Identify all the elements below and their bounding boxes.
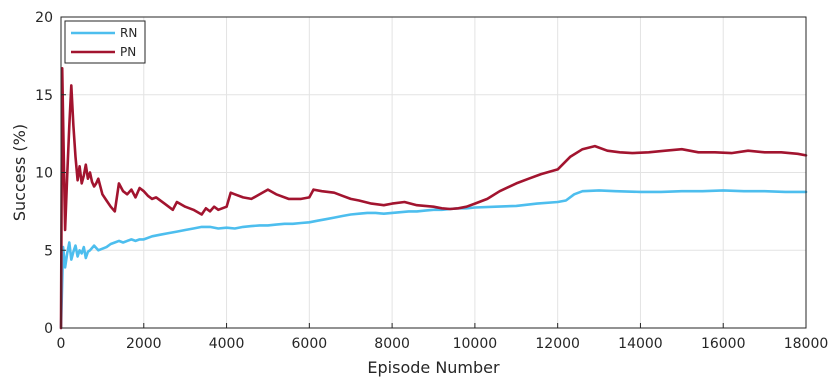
x-tick-label: 10000: [453, 336, 498, 352]
x-tick-label: 14000: [618, 336, 663, 352]
y-axis-label: Success (%): [10, 124, 29, 221]
x-axis-label: Episode Number: [367, 358, 500, 377]
x-tick-label: 8000: [374, 336, 410, 352]
x-tick-label: 0: [57, 336, 66, 352]
legend-items: RN PN: [71, 26, 137, 59]
y-tick-label: 15: [35, 88, 53, 104]
x-tick-label: 16000: [701, 336, 746, 352]
y-tick-label: 5: [44, 243, 53, 259]
y-axis-ticks: 0 5 10 15 20: [35, 10, 66, 337]
x-tick-label: 12000: [535, 336, 580, 352]
legend-label: RN: [120, 26, 137, 40]
x-tick-label: 6000: [292, 336, 328, 352]
legend-box: [64, 20, 146, 64]
legend-label: PN: [120, 45, 136, 59]
x-tick-label: 2000: [126, 336, 162, 352]
legend-item-pn: PN: [71, 45, 136, 59]
x-tick-label: 18000: [784, 336, 829, 352]
grid: [61, 17, 806, 328]
series-lines: [59, 67, 808, 330]
legend: RN PN: [64, 20, 146, 64]
legend-item-rn: RN: [71, 26, 137, 40]
y-tick-label: 20: [35, 10, 53, 26]
series-line-rn: [59, 189, 808, 330]
y-tick-label: 10: [35, 166, 53, 182]
series-line-pn: [59, 67, 808, 330]
x-axis-ticks: 0 2000 4000 6000 8000 10000 12000 14000 16000 180…: [57, 323, 829, 352]
x-tick-label: 4000: [209, 336, 245, 352]
y-tick-label: 0: [44, 321, 53, 337]
